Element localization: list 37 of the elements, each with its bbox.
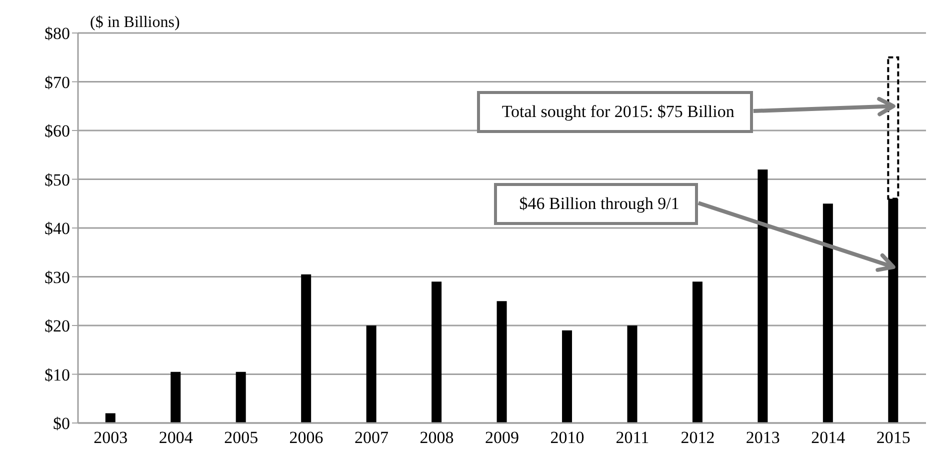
y-tick-label: $20 — [44, 316, 70, 336]
y-tick-label: $80 — [44, 24, 70, 44]
x-tick-label: 2009 — [485, 428, 519, 448]
y-tick-label: $0 — [53, 414, 70, 434]
bar — [822, 204, 833, 423]
x-tick-label: 2011 — [616, 428, 650, 448]
x-tick-label: 2006 — [289, 428, 324, 448]
y-tick-label: $50 — [44, 170, 70, 190]
y-axis-title: ($ in Billions) — [90, 14, 180, 31]
y-tick-label: $30 — [44, 268, 70, 287]
bar — [366, 326, 376, 423]
bar — [692, 282, 702, 423]
bar — [496, 301, 507, 423]
x-tick-label: 2010 — [550, 428, 584, 448]
bar — [758, 170, 768, 423]
x-tick-label: 2012 — [680, 428, 715, 448]
y-tick-label: $70 — [44, 72, 70, 92]
bar — [105, 413, 116, 423]
x-tick-label: 2004 — [158, 428, 194, 448]
annotation: $46 Billion through 9/1 — [494, 183, 698, 225]
x-tick-label: 2007 — [354, 428, 390, 448]
bar — [432, 282, 442, 423]
bar — [627, 326, 638, 423]
y-tick-label: $60 — [44, 122, 70, 141]
y-tick-label: $10 — [44, 365, 70, 384]
x-tick-label: 2005 — [224, 428, 258, 448]
bar — [170, 372, 181, 423]
annotation: Total sought for 2015: $75 Billion — [476, 91, 754, 133]
bar — [562, 330, 572, 423]
x-tick-label: 2003 — [94, 428, 128, 448]
bar — [236, 372, 246, 423]
x-tick-label: 2013 — [746, 428, 780, 448]
bar — [301, 274, 312, 423]
x-tick-label: 2015 — [876, 428, 910, 448]
x-tick-label: 2014 — [811, 428, 846, 448]
y-tick-label: $40 — [44, 219, 70, 238]
x-tick-label: 2008 — [420, 428, 454, 448]
